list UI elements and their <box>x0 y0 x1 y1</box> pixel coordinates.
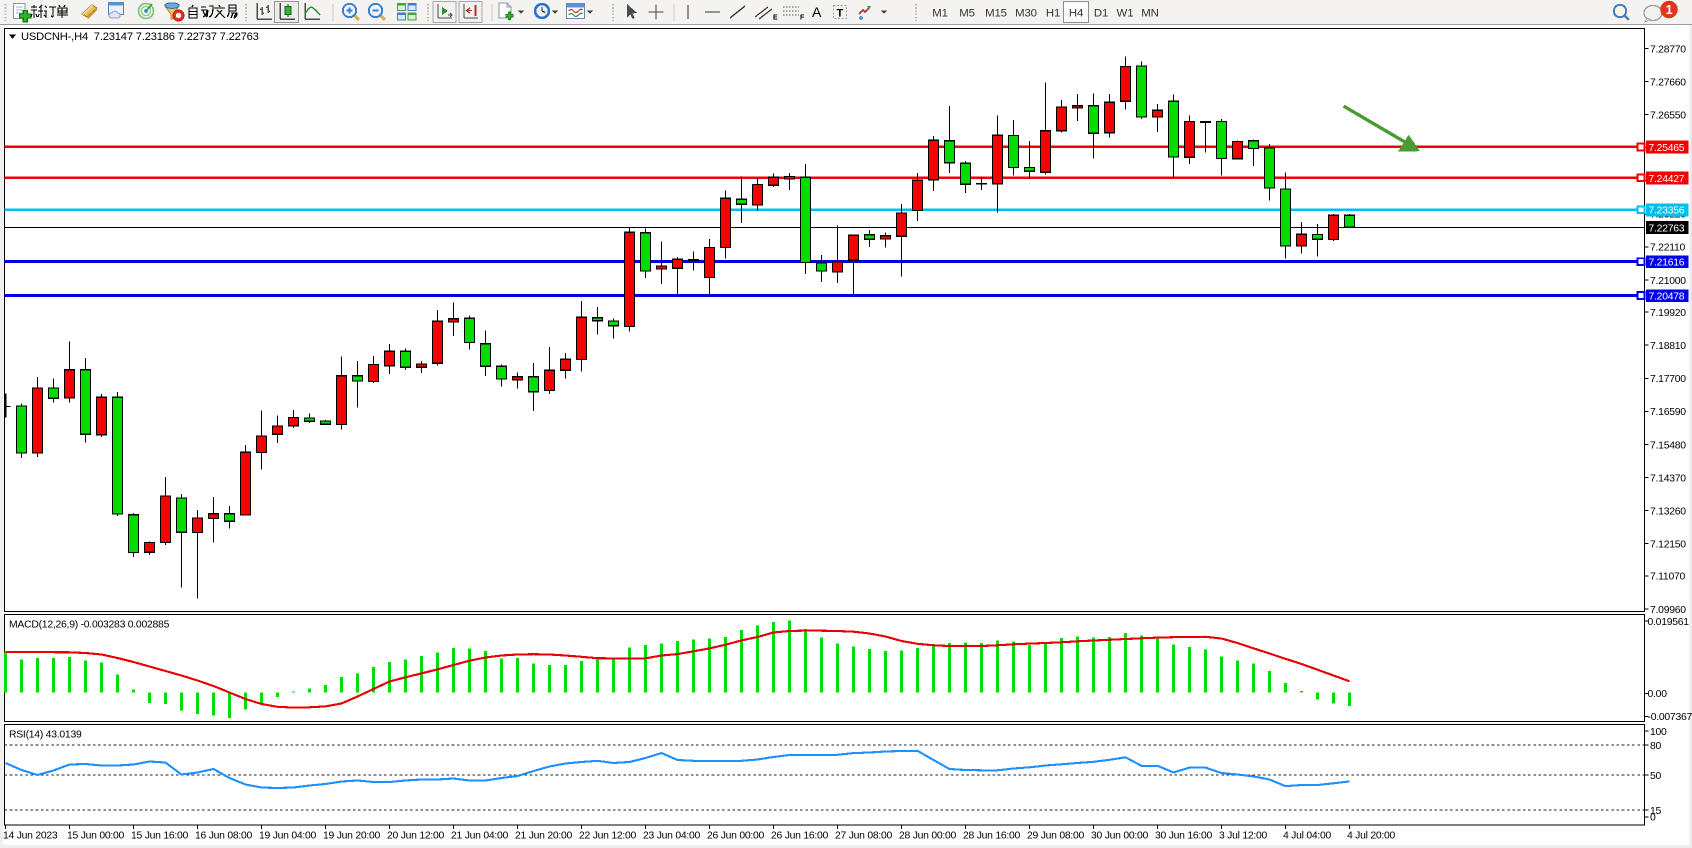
svg-text:0.00: 0.00 <box>1648 689 1668 700</box>
svg-text:7.14370: 7.14370 <box>1650 473 1686 484</box>
svg-text:16 Jun 08:00: 16 Jun 08:00 <box>195 831 253 842</box>
svg-text:F: F <box>800 15 805 22</box>
svg-text:7.09960: 7.09960 <box>1650 605 1686 616</box>
svg-text:4 Jul 04:00: 4 Jul 04:00 <box>1283 831 1332 842</box>
svg-text:1: 1 <box>1666 3 1673 17</box>
svg-text:23 Jun 04:00: 23 Jun 04:00 <box>643 831 701 842</box>
svg-text:7.23356: 7.23356 <box>1649 206 1685 217</box>
svg-text:27 Jun 08:00: 27 Jun 08:00 <box>835 831 893 842</box>
svg-text:28 Jun 00:00: 28 Jun 00:00 <box>899 831 957 842</box>
svg-text:26 Jun 00:00: 26 Jun 00:00 <box>707 831 765 842</box>
svg-text:7.26550: 7.26550 <box>1650 110 1686 121</box>
svg-text:T: T <box>837 8 844 20</box>
svg-text:22 Jun 12:00: 22 Jun 12:00 <box>579 831 637 842</box>
svg-text:3 Jul 12:00: 3 Jul 12:00 <box>1219 831 1268 842</box>
svg-text:7.21000: 7.21000 <box>1650 276 1686 287</box>
svg-text:7.16590: 7.16590 <box>1650 407 1686 418</box>
svg-text:30 Jun 00:00: 30 Jun 00:00 <box>1091 831 1149 842</box>
svg-text:7.15480: 7.15480 <box>1650 440 1686 451</box>
svg-text:26 Jun 16:00: 26 Jun 16:00 <box>771 831 829 842</box>
svg-text:19 Jun 20:00: 19 Jun 20:00 <box>323 831 381 842</box>
svg-text:7.11070: 7.11070 <box>1650 572 1686 583</box>
svg-text:15 Jun 00:00: 15 Jun 00:00 <box>67 831 125 842</box>
svg-text:M30: M30 <box>1015 8 1037 20</box>
svg-text:7.22763: 7.22763 <box>1649 223 1685 234</box>
svg-text:80: 80 <box>1650 741 1662 752</box>
svg-text:7.21616: 7.21616 <box>1649 258 1685 269</box>
svg-text:7.25465: 7.25465 <box>1649 143 1685 154</box>
svg-text:20 Jun 12:00: 20 Jun 12:00 <box>387 831 445 842</box>
svg-text:29 Jun 08:00: 29 Jun 08:00 <box>1027 831 1085 842</box>
svg-text:MN: MN <box>1141 8 1159 20</box>
svg-text:A: A <box>812 4 822 20</box>
svg-text:E: E <box>773 15 778 22</box>
svg-text:19 Jun 04:00: 19 Jun 04:00 <box>259 831 317 842</box>
svg-text:M5: M5 <box>959 8 975 20</box>
svg-text:30 Jun 16:00: 30 Jun 16:00 <box>1155 831 1213 842</box>
svg-text:7.24427: 7.24427 <box>1649 174 1685 185</box>
svg-text:7.17700: 7.17700 <box>1650 374 1686 385</box>
svg-text:7.28770: 7.28770 <box>1650 44 1686 55</box>
svg-text:7.19920: 7.19920 <box>1650 308 1686 319</box>
svg-text:21 Jun 04:00: 21 Jun 04:00 <box>451 831 509 842</box>
svg-text:0.019561: 0.019561 <box>1648 617 1690 628</box>
svg-text:7.20478: 7.20478 <box>1649 292 1685 303</box>
svg-text:H1: H1 <box>1046 8 1060 20</box>
svg-text:-0.007367: -0.007367 <box>1648 712 1692 723</box>
svg-text:21 Jun 20:00: 21 Jun 20:00 <box>515 831 573 842</box>
svg-text:W1: W1 <box>1117 8 1134 20</box>
svg-text:0: 0 <box>1650 813 1656 824</box>
svg-text:7.22110: 7.22110 <box>1650 243 1686 254</box>
svg-text:D1: D1 <box>1094 8 1108 20</box>
svg-text:100: 100 <box>1650 727 1667 738</box>
svg-text:7.13260: 7.13260 <box>1650 507 1686 518</box>
svg-text:7.27660: 7.27660 <box>1650 77 1686 88</box>
svg-text:7.12150: 7.12150 <box>1650 540 1686 551</box>
svg-text:H4: H4 <box>1069 8 1083 20</box>
svg-text:7.18810: 7.18810 <box>1650 341 1686 352</box>
svg-text:M1: M1 <box>932 8 948 20</box>
svg-text:MACD(12,26,9) -0.003283 0.0028: MACD(12,26,9) -0.003283 0.002885 <box>9 620 170 631</box>
svg-text:4 Jul 20:00: 4 Jul 20:00 <box>1347 831 1396 842</box>
svg-text:15 Jun 16:00: 15 Jun 16:00 <box>131 831 189 842</box>
svg-text:28 Jun 16:00: 28 Jun 16:00 <box>963 831 1021 842</box>
svg-text:50: 50 <box>1650 771 1662 782</box>
svg-text:M15: M15 <box>985 8 1007 20</box>
svg-text:RSI(14) 43.0139: RSI(14) 43.0139 <box>9 730 82 741</box>
svg-text:14 Jun 2023: 14 Jun 2023 <box>3 831 58 842</box>
svg-text:USDCNH-,H4 7.23147 7.23186 7.: USDCNH-,H4 7.23147 7.23186 7.22737 7.227… <box>21 31 259 43</box>
svg-text:15: 15 <box>1650 806 1662 817</box>
